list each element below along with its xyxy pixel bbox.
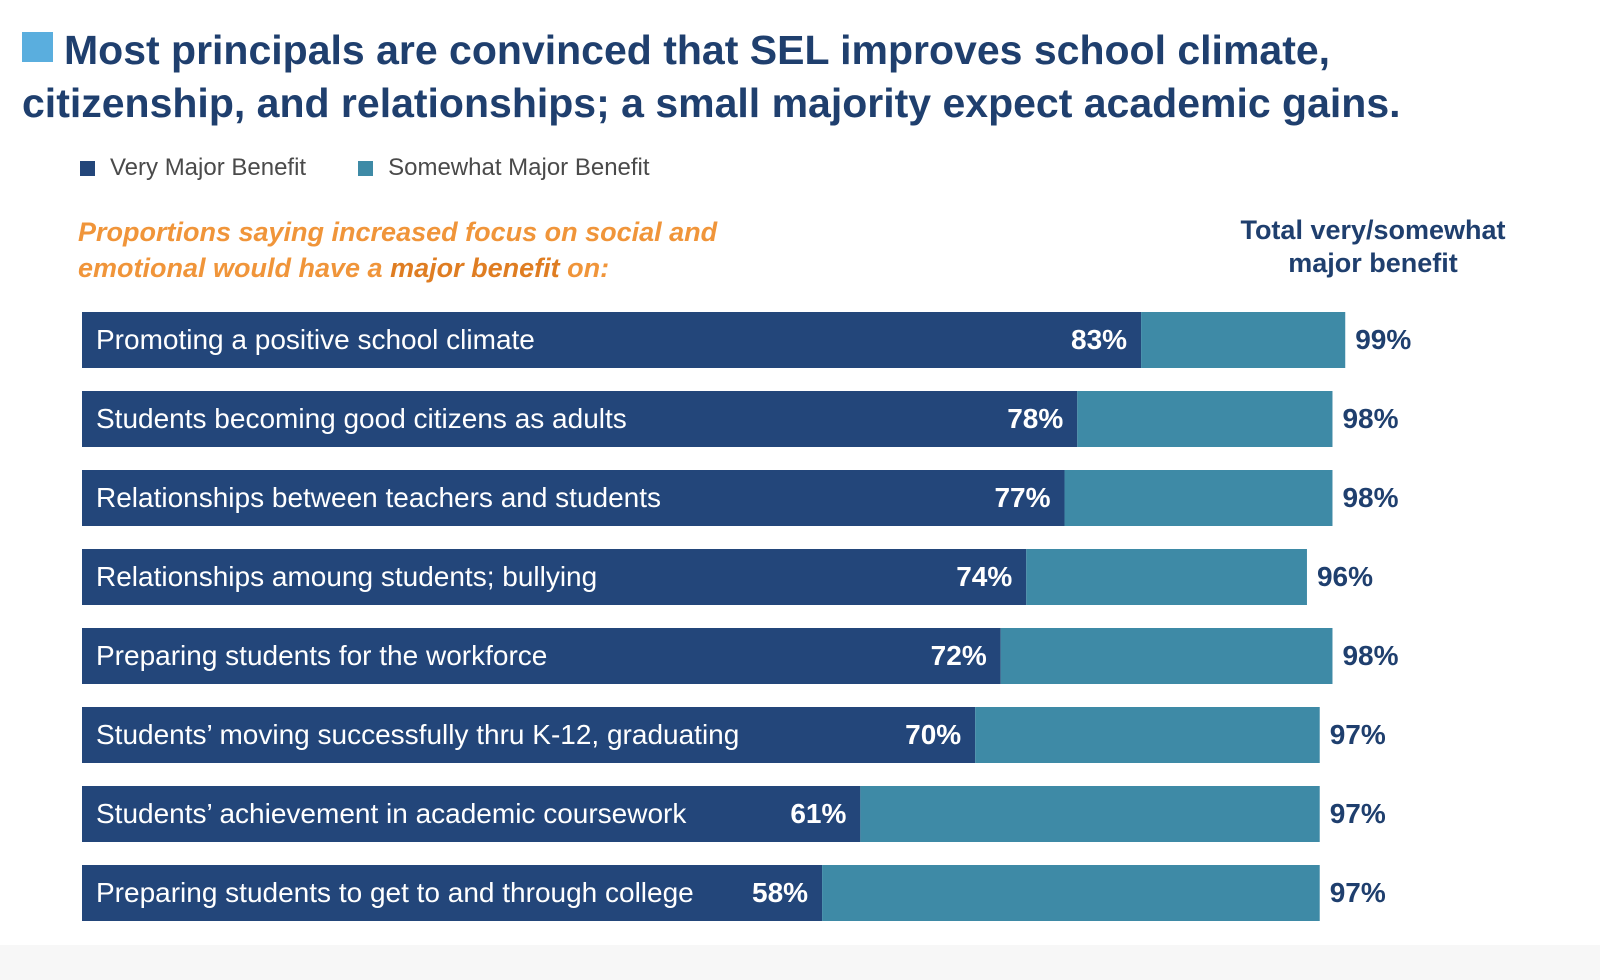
data-label-total: 97% (1330, 877, 1386, 908)
data-label-very-major: 72% (931, 640, 987, 671)
bar-very-major (82, 391, 1078, 447)
category-label: Students’ moving successfully thru K-12,… (96, 719, 739, 750)
data-label-total: 98% (1342, 403, 1398, 434)
bar-very-major (82, 470, 1065, 526)
category-label: Promoting a positive school climate (96, 324, 535, 355)
bar-somewhat-major (975, 707, 1320, 763)
data-label-total: 96% (1317, 561, 1373, 592)
category-label: Preparing students to get to and through… (96, 877, 694, 908)
data-label-very-major: 58% (752, 877, 808, 908)
category-label: Students’ achievement in academic course… (96, 798, 687, 829)
bar-very-major (82, 786, 861, 842)
bar-somewhat-major (1000, 628, 1333, 684)
data-label-total: 99% (1355, 324, 1411, 355)
subtitle-emphasis: major benefit (390, 253, 560, 283)
data-label-very-major: 83% (1071, 324, 1127, 355)
total-column-heading: Total very/somewhat major benefit (1210, 214, 1536, 280)
total-heading-line-2: major benefit (1288, 248, 1458, 278)
legend-swatch-somewhat-major (358, 160, 374, 176)
bar-very-major (82, 707, 976, 763)
category-label: Students becoming good citizens as adult… (96, 403, 627, 434)
bar-very-major (82, 549, 1027, 605)
data-label-total: 98% (1342, 482, 1398, 513)
chart-subtitle: Proportions saying increased focus on so… (78, 214, 838, 286)
subtitle-part-1: Proportions saying increased focus on so… (78, 217, 718, 283)
data-label-very-major: 78% (1007, 403, 1063, 434)
category-label: Preparing students for the workforce (96, 640, 547, 671)
subtitle-part-2: on: (559, 253, 610, 283)
title-accent-square (22, 32, 53, 62)
data-label-total: 98% (1342, 640, 1398, 671)
legend-label-somewhat-major: Somewhat Major Benefit (388, 154, 650, 181)
data-label-total: 97% (1330, 719, 1386, 750)
bar-very-major (82, 865, 823, 921)
chart-title: Most principals are convinced that SEL i… (22, 27, 1401, 126)
data-label-total: 97% (1330, 798, 1386, 829)
bar-very-major (82, 628, 1001, 684)
bar-somewhat-major (1141, 312, 1346, 368)
legend-item-very-major: Very Major Benefit (80, 154, 306, 182)
footer-band (0, 945, 1600, 980)
bar-somewhat-major (1077, 391, 1333, 447)
bar-somewhat-major (1026, 549, 1307, 605)
bar-somewhat-major (822, 865, 1320, 921)
data-label-very-major: 61% (790, 798, 846, 829)
bar-somewhat-major (1064, 470, 1333, 526)
data-label-very-major: 70% (905, 719, 961, 750)
data-label-very-major: 77% (994, 482, 1050, 513)
data-label-very-major: 74% (956, 561, 1012, 592)
legend-label-very-major: Very Major Benefit (110, 154, 307, 181)
total-heading-line-1: Total very/somewhat (1240, 215, 1506, 245)
bar-very-major (82, 312, 1142, 368)
legend: Very Major Benefit Somewhat Major Benefi… (80, 153, 702, 183)
category-label: Relationships amoung students; bullying (96, 561, 597, 592)
bar-somewhat-major (860, 786, 1320, 842)
legend-item-somewhat-major: Somewhat Major Benefit (358, 154, 650, 182)
category-label: Relationships between teachers and stude… (96, 482, 661, 513)
legend-swatch-very-major (80, 160, 95, 176)
